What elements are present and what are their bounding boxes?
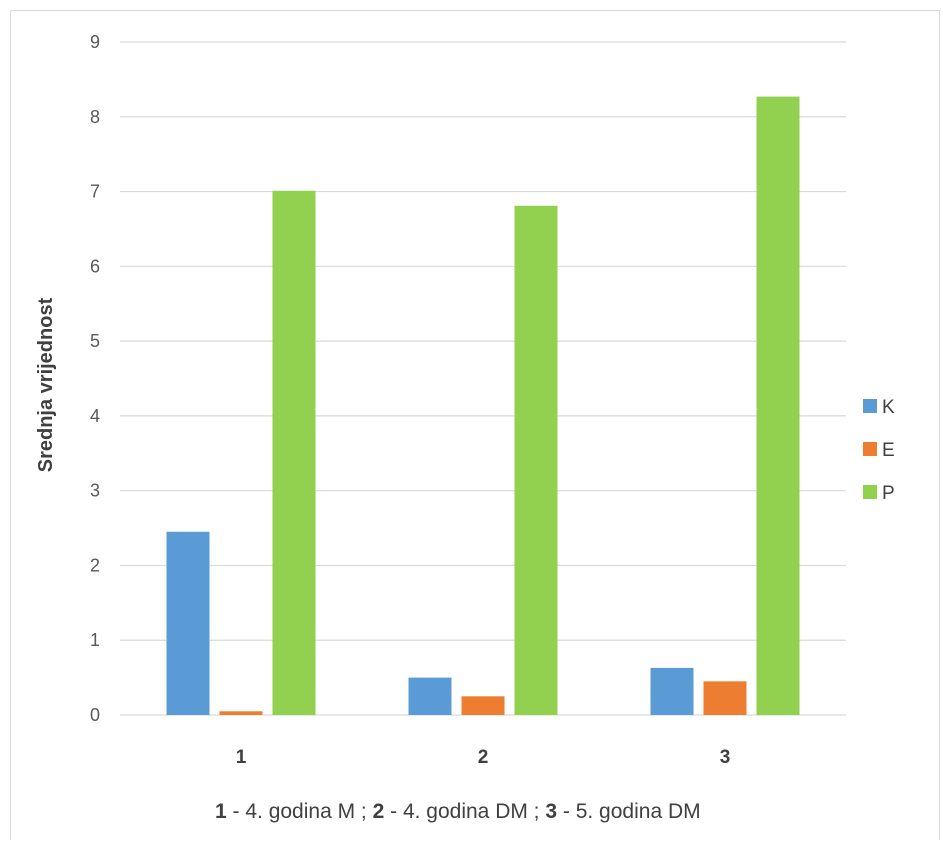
x-category-label: 3 <box>720 747 731 768</box>
legend-label-k: K <box>882 397 895 418</box>
caption-text: - 4. godina DM ; <box>384 800 546 823</box>
legend: K E P <box>863 397 895 504</box>
bar-e-1 <box>219 711 263 715</box>
y-tick-label: 6 <box>90 256 100 276</box>
caption-text: - 5. godina DM <box>557 800 701 823</box>
y-tick-label: 4 <box>90 406 100 426</box>
y-tick-label: 9 <box>90 32 100 52</box>
y-tick-label: 2 <box>90 555 100 575</box>
legend-swatch-e <box>863 442 877 456</box>
gridlines <box>120 41 846 716</box>
y-tick-label: 5 <box>90 331 100 351</box>
bars <box>166 96 800 716</box>
bar-p-1 <box>272 190 316 715</box>
y-tick-label: 7 <box>90 182 100 202</box>
bar-e-2 <box>461 696 505 715</box>
caption-text: - 4. godina M ; <box>226 800 373 823</box>
legend-label-p: P <box>882 483 895 504</box>
caption-key: 3 <box>545 800 558 823</box>
y-tick-label: 0 <box>90 705 100 725</box>
bar-k-1 <box>166 531 210 715</box>
chart-caption: 1 - 4. godina M ; 2 - 4. godina DM ; 3 -… <box>215 800 701 824</box>
caption-key: 2 <box>372 800 385 823</box>
x-category-label: 1 <box>236 747 247 768</box>
y-axis-ticks: 0 1 2 3 4 5 6 7 8 9 <box>90 32 100 725</box>
bar-p-3 <box>756 96 800 716</box>
x-category-label: 2 <box>478 747 489 768</box>
legend-swatch-p <box>863 485 877 499</box>
legend-swatch-k <box>863 399 877 413</box>
y-axis-title: Srednja vrijednost <box>35 297 57 472</box>
legend-label-e: E <box>882 440 895 461</box>
y-tick-label: 8 <box>90 107 100 127</box>
x-axis-categories: 1 2 3 <box>236 747 731 768</box>
y-tick-label: 1 <box>90 630 100 650</box>
bar-e-3 <box>703 681 747 715</box>
bar-k-2 <box>408 677 452 715</box>
caption-key: 1 <box>215 800 227 823</box>
bar-k-3 <box>650 667 694 715</box>
bar-p-2 <box>514 205 558 715</box>
y-tick-label: 3 <box>90 481 100 501</box>
